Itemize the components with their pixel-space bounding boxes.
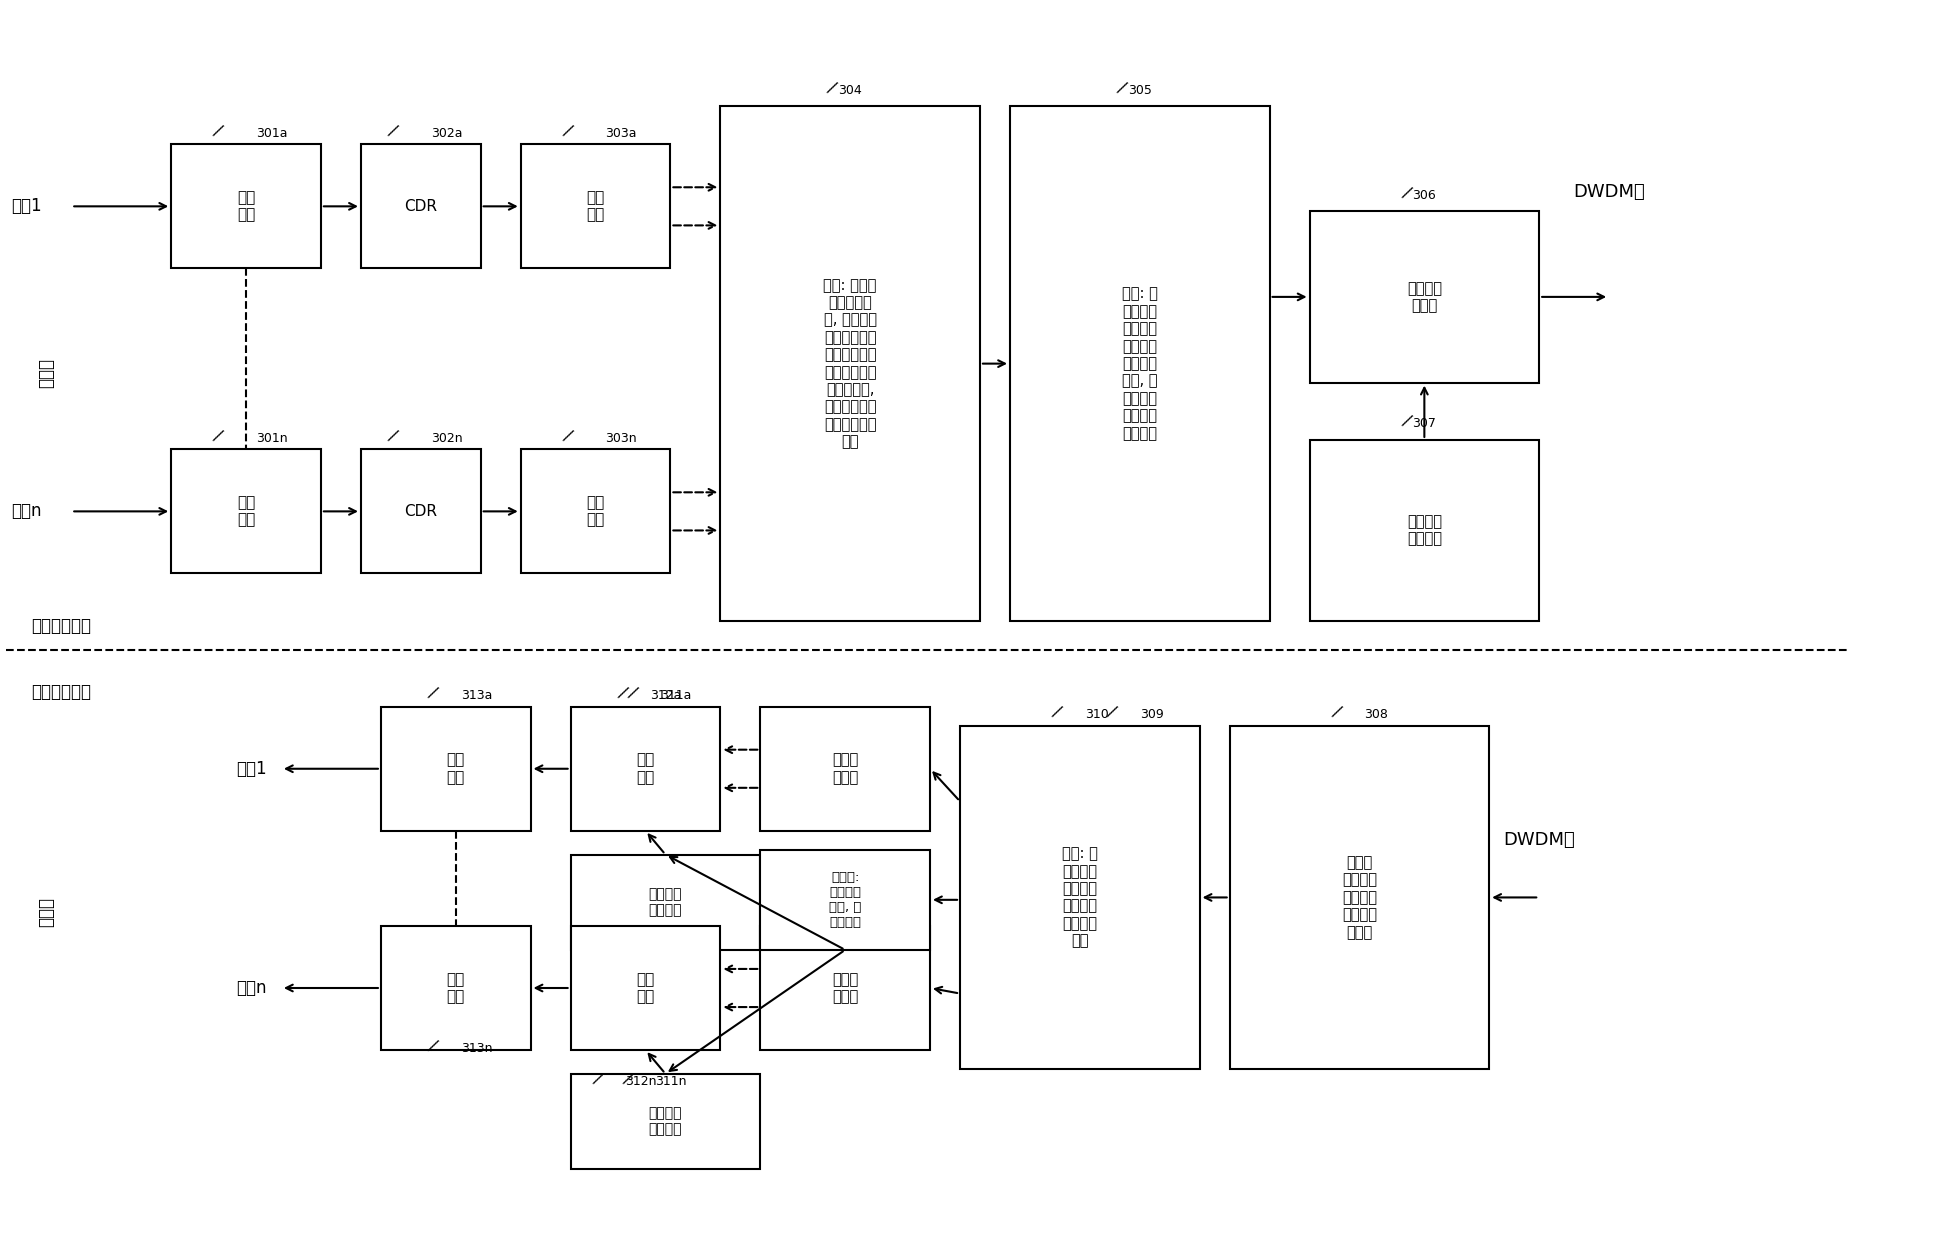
- FancyBboxPatch shape: [520, 450, 670, 574]
- Text: 303n: 303n: [606, 432, 637, 445]
- Text: 下行传送方向: 下行传送方向: [31, 683, 92, 700]
- Text: 光电转
换、线路
时钟提取
及串并变
换模块: 光电转 换、线路 时钟提取 及串并变 换模块: [1342, 856, 1375, 940]
- Text: 304: 304: [838, 83, 861, 97]
- Text: 312a: 312a: [651, 689, 682, 702]
- Text: 并串
转换: 并串 转换: [635, 753, 655, 785]
- Text: 速率适
配模块: 速率适 配模块: [832, 971, 857, 1005]
- Text: /: /: [561, 122, 575, 139]
- Text: /: /: [619, 1069, 633, 1088]
- Text: 307: 307: [1412, 417, 1436, 430]
- Text: 309: 309: [1140, 708, 1163, 722]
- Text: DWDM侧: DWDM侧: [1572, 183, 1644, 201]
- Text: 并串及电
光转换: 并串及电 光转换: [1406, 281, 1442, 313]
- Text: 支路时钟
产生模块: 支路时钟 产生模块: [649, 1107, 682, 1136]
- Text: DWDM侧: DWDM侧: [1502, 831, 1574, 850]
- Text: 映射: 将
封装好的
数据包映
射到高速
通道的容
器中, 使
高速通道
承载多个
支路业务: 映射: 将 封装好的 数据包映 射到高速 通道的容 器中, 使 高速通道 承载多…: [1122, 287, 1157, 441]
- Text: 311n: 311n: [655, 1076, 686, 1088]
- FancyBboxPatch shape: [380, 927, 530, 1049]
- Text: 支路时钟
产生模块: 支路时钟 产生模块: [649, 887, 682, 918]
- Text: 支路n: 支路n: [12, 502, 41, 520]
- Text: /: /: [210, 426, 224, 445]
- Text: /: /: [590, 1069, 604, 1088]
- Text: 311a: 311a: [660, 689, 692, 702]
- Text: CDR: CDR: [403, 504, 436, 519]
- Text: /: /: [1105, 703, 1118, 722]
- Text: 305: 305: [1128, 83, 1151, 97]
- Text: 上行传送方向: 上行传送方向: [31, 617, 92, 636]
- Text: 301a: 301a: [255, 127, 288, 139]
- FancyBboxPatch shape: [1309, 211, 1539, 383]
- Text: 业务侧: 业务侧: [37, 897, 55, 927]
- Text: 313n: 313n: [460, 1042, 493, 1054]
- Text: 301n: 301n: [255, 432, 288, 445]
- Text: /: /: [1050, 703, 1064, 722]
- Text: 308: 308: [1364, 708, 1387, 722]
- Text: /: /: [1114, 78, 1128, 97]
- Text: 串并
转换: 串并 转换: [586, 190, 604, 222]
- Text: 串并
转换: 串并 转换: [586, 496, 604, 528]
- FancyBboxPatch shape: [571, 707, 721, 831]
- FancyBboxPatch shape: [380, 707, 530, 831]
- Text: /: /: [386, 426, 399, 445]
- FancyBboxPatch shape: [760, 707, 929, 831]
- Text: 支路1: 支路1: [236, 760, 267, 777]
- Text: CDR: CDR: [403, 199, 436, 214]
- FancyBboxPatch shape: [360, 144, 481, 268]
- Text: /: /: [210, 122, 224, 139]
- Text: 302n: 302n: [431, 432, 462, 445]
- FancyBboxPatch shape: [360, 450, 481, 574]
- FancyBboxPatch shape: [520, 144, 670, 268]
- Text: 业务侧: 业务侧: [37, 358, 55, 389]
- Text: /: /: [386, 122, 399, 139]
- Text: 映射: 将
支路业务
从高速通
道中的容
器中恢复
出来: 映射: 将 支路业务 从高速通 道中的容 器中恢复 出来: [1062, 847, 1097, 949]
- Text: 电光
转换: 电光 转换: [446, 971, 466, 1005]
- Text: 310: 310: [1085, 708, 1108, 722]
- Text: 303a: 303a: [606, 127, 637, 139]
- FancyBboxPatch shape: [571, 927, 721, 1049]
- Text: /: /: [1329, 703, 1342, 722]
- Text: 电光
转换: 电光 转换: [446, 753, 466, 785]
- FancyBboxPatch shape: [721, 107, 980, 621]
- FancyBboxPatch shape: [1229, 725, 1488, 1069]
- Text: 高速通道
发送时钟: 高速通道 发送时钟: [1406, 514, 1442, 546]
- FancyBboxPatch shape: [571, 854, 760, 950]
- FancyBboxPatch shape: [960, 725, 1200, 1069]
- FancyBboxPatch shape: [760, 927, 929, 1049]
- Text: 并串
转换: 并串 转换: [635, 971, 655, 1005]
- Text: 302a: 302a: [431, 127, 462, 139]
- FancyBboxPatch shape: [171, 450, 321, 574]
- Text: /: /: [425, 683, 440, 702]
- Text: 光电
转换: 光电 转换: [238, 496, 255, 528]
- Text: 313a: 313a: [460, 689, 491, 702]
- FancyBboxPatch shape: [571, 1074, 760, 1169]
- Text: /: /: [616, 683, 629, 702]
- Text: /: /: [625, 683, 639, 702]
- FancyBboxPatch shape: [1309, 440, 1539, 621]
- Text: /: /: [1399, 183, 1412, 201]
- Text: /: /: [425, 1036, 440, 1054]
- Text: 支路n: 支路n: [236, 979, 267, 997]
- Text: /: /: [824, 78, 840, 97]
- Text: 312n: 312n: [625, 1076, 656, 1088]
- Text: 306: 306: [1412, 189, 1436, 201]
- Text: 封装: 对每个
端口接收业
务, 按照一定
的格式封装以
识别数据包的
帧头、帧尾、
通道等信息,
以便一行方向
可以正确恢复
业务: 封装: 对每个 端口接收业 务, 按照一定 的格式封装以 识别数据包的 帧头、帧…: [824, 278, 877, 450]
- FancyBboxPatch shape: [760, 850, 929, 950]
- Text: 解封装:
解除封装
格式, 恢
复出数据: 解封装: 解除封装 格式, 恢 复出数据: [828, 871, 861, 929]
- Text: 支路1: 支路1: [12, 197, 41, 215]
- Text: 光电
转换: 光电 转换: [238, 190, 255, 222]
- Text: /: /: [1399, 412, 1412, 430]
- Text: 速率适
配模块: 速率适 配模块: [832, 753, 857, 785]
- Text: /: /: [561, 426, 575, 445]
- FancyBboxPatch shape: [1009, 107, 1268, 621]
- FancyBboxPatch shape: [171, 144, 321, 268]
